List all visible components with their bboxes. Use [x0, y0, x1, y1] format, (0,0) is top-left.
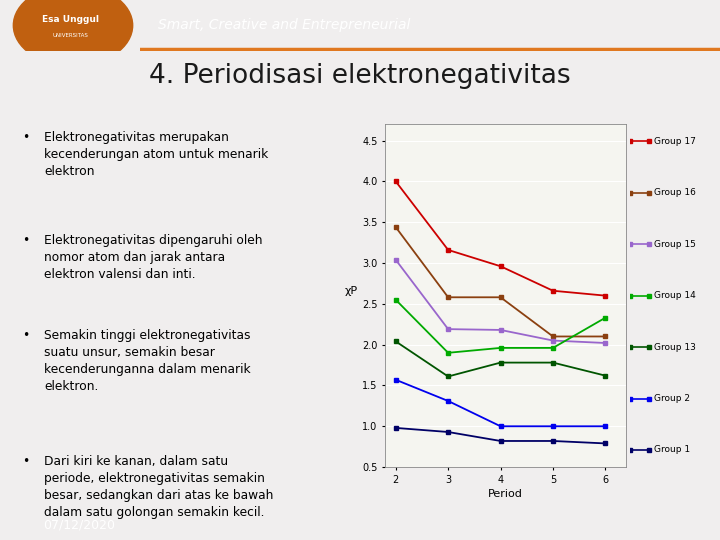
- Text: 07/12/2020: 07/12/2020: [43, 518, 115, 532]
- Group 2: [496, 423, 505, 429]
- Text: Semakin tinggi elektronegativitas
suatu unsur, semakin besar
kecenderunganna dal: Semakin tinggi elektronegativitas suatu …: [45, 328, 251, 393]
- Group 16: [392, 224, 400, 231]
- Text: Group 16: Group 16: [654, 188, 696, 197]
- Text: Group 2: Group 2: [654, 394, 690, 403]
- Text: •: •: [22, 328, 29, 341]
- Group 13: [601, 373, 610, 379]
- Group 15: [549, 338, 557, 344]
- Text: 4. Periodisasi elektronegativitas: 4. Periodisasi elektronegativitas: [149, 63, 571, 89]
- Group 15: [392, 256, 400, 263]
- Group 2: [601, 423, 610, 429]
- Group 14: [549, 345, 557, 351]
- Group 13: [549, 359, 557, 366]
- Text: Elektronegativitas dipengaruhi oleh
nomor atom dan jarak antara
elektron valensi: Elektronegativitas dipengaruhi oleh nomo…: [45, 234, 263, 281]
- Text: Group 17: Group 17: [654, 137, 696, 146]
- Text: Dari kiri ke kanan, dalam satu
periode, elektronegativitas semakin
besar, sedang: Dari kiri ke kanan, dalam satu periode, …: [45, 455, 274, 519]
- Group 14: [601, 314, 610, 321]
- Group 2: [549, 423, 557, 429]
- Group 17: [496, 263, 505, 269]
- X-axis label: Period: Period: [488, 489, 523, 499]
- Group 13: [392, 338, 400, 345]
- Group 13: [496, 359, 505, 366]
- Group 16: [444, 294, 452, 301]
- Line: Group 15: Group 15: [393, 257, 608, 346]
- Line: Group 14: Group 14: [393, 298, 608, 355]
- Group 15: [496, 327, 505, 333]
- Text: Elektronegativitas merupakan
kecenderungan atom untuk menarik
elektron: Elektronegativitas merupakan kecenderung…: [45, 131, 269, 178]
- Ellipse shape: [14, 0, 132, 66]
- Group 15: [601, 340, 610, 346]
- Y-axis label: χP: χP: [344, 286, 358, 296]
- Text: Group 1: Group 1: [654, 446, 690, 455]
- Group 17: [601, 292, 610, 299]
- Group 16: [601, 333, 610, 340]
- Group 1: [601, 440, 610, 447]
- Group 1: [496, 438, 505, 444]
- Group 17: [444, 247, 452, 253]
- Group 17: [549, 287, 557, 294]
- Line: Group 16: Group 16: [393, 225, 608, 339]
- Text: Group 13: Group 13: [654, 342, 696, 352]
- Group 16: [496, 294, 505, 301]
- Line: Group 1: Group 1: [393, 426, 608, 446]
- Text: •: •: [22, 131, 29, 144]
- Text: Esa Unggul: Esa Unggul: [42, 15, 99, 24]
- Group 1: [392, 424, 400, 431]
- Group 17: [392, 178, 400, 185]
- Line: Group 17: Group 17: [393, 179, 608, 298]
- Group 1: [444, 429, 452, 435]
- Line: Group 13: Group 13: [393, 339, 608, 379]
- Text: Smart, Creative and Entrepreneurial: Smart, Creative and Entrepreneurial: [158, 18, 410, 32]
- Text: •: •: [22, 455, 29, 468]
- Group 14: [392, 296, 400, 303]
- Text: Group 15: Group 15: [654, 240, 696, 249]
- Group 14: [496, 345, 505, 351]
- Line: Group 2: Group 2: [393, 377, 608, 429]
- Group 15: [444, 326, 452, 332]
- Group 14: [444, 349, 452, 356]
- Text: •: •: [22, 234, 29, 247]
- Group 1: [549, 438, 557, 444]
- Group 2: [444, 398, 452, 404]
- Text: Group 14: Group 14: [654, 291, 696, 300]
- Group 13: [444, 373, 452, 380]
- Group 16: [549, 333, 557, 340]
- Group 2: [392, 376, 400, 383]
- Text: UNIVERSITAS: UNIVERSITAS: [53, 33, 88, 38]
